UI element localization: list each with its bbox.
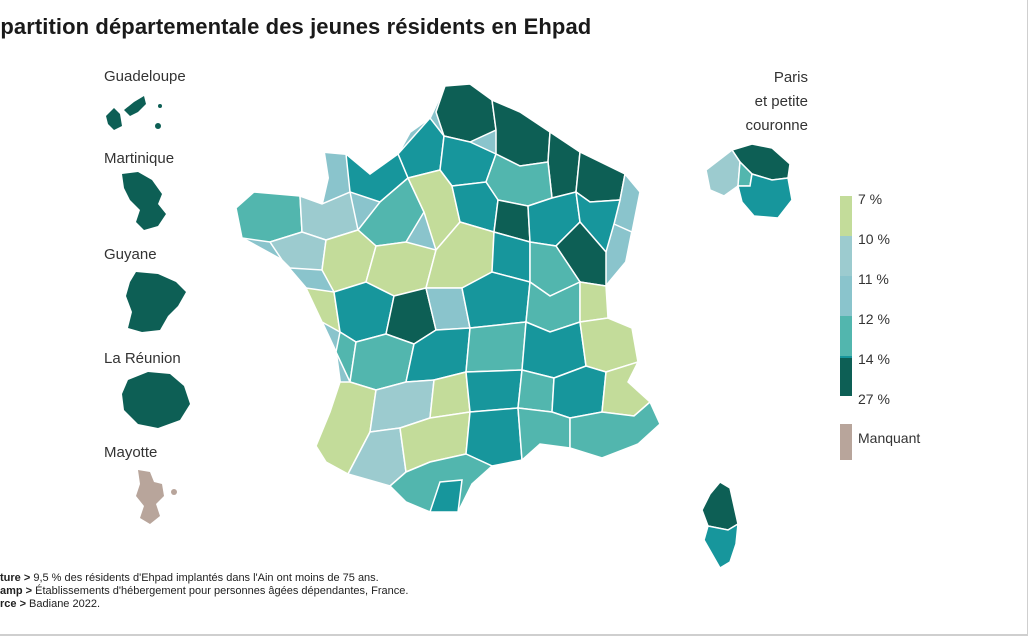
footnote-source-key: rce > <box>0 598 26 610</box>
label-guyane: Guyane <box>104 246 157 263</box>
legend-label-12: 12 % <box>858 311 890 327</box>
legend-swatch-12 <box>840 316 852 356</box>
footnote-champ: amp > Établissements d'hébergement pour … <box>0 585 408 598</box>
map-title: épartition départementale des jeunes rés… <box>0 14 592 39</box>
label-paris-line3: couronne <box>745 117 808 134</box>
footnotes: ture > 9,5 % des résidents d'Ehpad impla… <box>0 572 408 611</box>
legend-swatch-7 <box>840 196 852 236</box>
label-reunion: La Réunion <box>104 350 181 367</box>
legend-swatch-10 <box>840 236 852 276</box>
legend-swatch-missing <box>840 424 852 460</box>
shape-reunion <box>122 372 190 428</box>
footnote-source: rce > Badiane 2022. <box>0 598 408 611</box>
shape-guyane <box>126 272 186 332</box>
legend-label-7: 7 % <box>858 191 883 207</box>
shape-paris-petite-couronne <box>705 143 793 219</box>
footnote-lecture-text: 9,5 % des résidents d'Ehpad implantés da… <box>30 572 379 584</box>
label-guadeloupe: Guadeloupe <box>104 68 186 85</box>
footnote-champ-text: Établissements d'hébergement pour person… <box>32 585 409 597</box>
footnote-source-text: Badiane 2022. <box>26 598 101 610</box>
legend-label-missing: Manquant <box>858 430 921 446</box>
legend-swatch-11 <box>840 276 852 316</box>
legend-label-10: 10 % <box>858 231 890 247</box>
label-paris-line2: et petite <box>754 93 808 110</box>
shape-guadeloupe <box>106 96 162 130</box>
legend-swatch-27 <box>840 358 852 396</box>
map-france-mainland <box>234 82 662 513</box>
footnote-champ-key: amp > <box>0 585 33 597</box>
shape-martinique <box>122 172 166 230</box>
legend-label-27: 27 % <box>858 391 890 407</box>
footnote-lecture: ture > 9,5 % des résidents d'Ehpad impla… <box>0 572 408 585</box>
label-paris: Paris et petite couronne <box>716 66 808 138</box>
footnote-lecture-key: ture > <box>0 572 31 584</box>
legend-label-11: 11 % <box>858 271 889 287</box>
shape-mayotte <box>136 470 177 524</box>
label-mayotte: Mayotte <box>104 444 158 461</box>
label-paris-line1: Paris <box>773 69 808 86</box>
label-martinique: Martinique <box>104 150 175 167</box>
legend-label-14: 14 % <box>858 351 890 367</box>
shape-corsica <box>701 481 739 570</box>
